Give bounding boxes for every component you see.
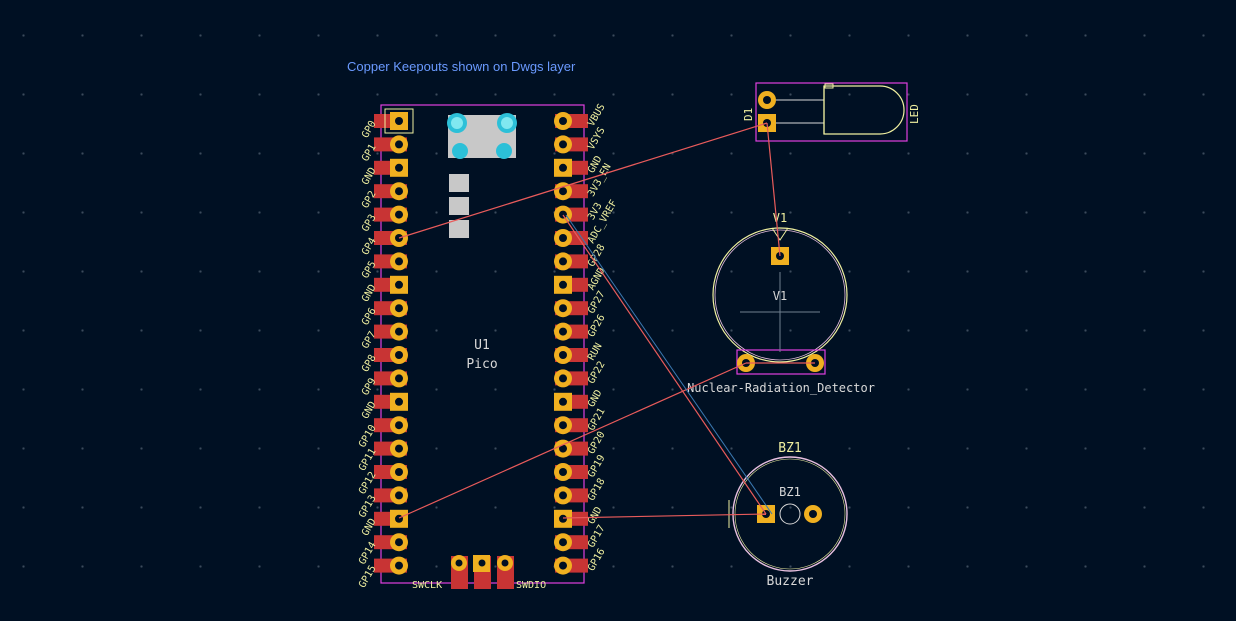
pico-pad-left-10[interactable] <box>374 322 408 341</box>
pico-pad-left-13[interactable] <box>374 392 408 411</box>
ratsnest-line <box>766 122 781 257</box>
pico-pad-right-8[interactable] <box>554 275 588 294</box>
pin1-marker <box>384 108 414 134</box>
pico-right-pin-labels: VBUSVSYSGND3V3_EN3V3ADC_VREFGP28AGNDGP27… <box>586 102 620 573</box>
detector-reference[interactable]: V1 <box>773 211 787 225</box>
pico-pad-left-16[interactable] <box>374 463 408 481</box>
pico-pad-right-14[interactable] <box>554 416 588 435</box>
usb-mounting-vias <box>447 113 517 159</box>
pico-pad-left-14[interactable] <box>374 416 408 435</box>
pico-pad-left-15[interactable] <box>374 439 408 458</box>
led-reference[interactable]: D1 <box>742 108 755 121</box>
pico-pad-right-10[interactable] <box>554 322 588 341</box>
pico-reference[interactable]: U1 <box>474 338 490 353</box>
pico-pad-left-2[interactable] <box>374 135 408 154</box>
swclk-label: SWCLK <box>412 580 442 591</box>
buzzer-reference[interactable]: BZ1 <box>778 441 801 456</box>
pico-right-pin-label: GP27 <box>586 289 608 315</box>
pico-pad-left-5[interactable] <box>374 205 408 224</box>
pico-pad-left-20[interactable] <box>374 556 408 575</box>
pico-pad-left-8[interactable] <box>374 275 408 294</box>
pico-pad-left-6[interactable] <box>374 229 408 247</box>
ratsnest-line <box>562 214 767 515</box>
ratsnest-line <box>398 122 768 239</box>
pico-pad-left-11[interactable] <box>374 346 408 364</box>
pico-right-pin-label: VBUS <box>586 102 608 128</box>
pico-pad-right-7[interactable] <box>554 252 588 271</box>
ratsnest-line <box>562 513 767 519</box>
detector-fab-reference[interactable]: V1 <box>773 289 787 303</box>
pico-value[interactable]: Pico <box>466 357 497 372</box>
pico-pad-left-17[interactable] <box>374 486 408 505</box>
pico-pad-right-16[interactable] <box>554 463 588 481</box>
copper-keepout-note[interactable]: Copper Keepouts shown on Dwgs layer <box>347 59 576 74</box>
pico-pad-left-18[interactable] <box>374 509 408 528</box>
pico-pad-left-12[interactable] <box>374 369 408 388</box>
ratsnest <box>398 122 815 519</box>
pico-pad-right-15[interactable] <box>554 439 588 458</box>
buzzer-fab-reference[interactable]: BZ1 <box>779 485 801 499</box>
pico-right-pin-label: GP21 <box>586 406 608 432</box>
pico-pad-right-3[interactable] <box>554 158 588 177</box>
pico-left-pin-label: GP15 <box>357 564 379 590</box>
pico-pad-left-3[interactable] <box>374 158 408 177</box>
pico-pad-left-19[interactable] <box>374 533 408 552</box>
ratsnest-line <box>398 362 747 519</box>
pico-right-pin-label: GP22 <box>586 360 608 386</box>
pico-right-pads[interactable] <box>554 112 588 575</box>
pico-pad-right-1[interactable] <box>554 112 588 130</box>
ratsnest-line-blue <box>565 214 773 515</box>
pico-pad-left-4[interactable] <box>374 182 408 201</box>
pico-pad-right-19[interactable] <box>554 533 588 552</box>
pico-pad-right-12[interactable] <box>554 369 588 388</box>
pico-right-pin-label: GP16 <box>586 547 608 573</box>
pico-left-pads[interactable] <box>374 108 414 575</box>
pico-right-pin-label: GP20 <box>586 430 608 456</box>
led-footprint[interactable] <box>755 82 908 142</box>
detector-value[interactable]: Nuclear-Radiation_Detector <box>687 381 875 395</box>
pico-right-pin-label: GP18 <box>586 477 608 503</box>
led-value[interactable]: LED <box>908 104 921 124</box>
pico-debug-pads[interactable] <box>451 555 514 589</box>
pico-right-pin-label: GP19 <box>586 453 608 479</box>
pico-pad-right-11[interactable] <box>554 346 588 364</box>
pico-right-pin-label: VSYS <box>586 126 608 152</box>
pico-right-pin-label: ADC_VREF <box>586 198 620 245</box>
pico-pad-right-18[interactable] <box>554 509 588 528</box>
pico-right-pin-label: GP17 <box>586 523 608 549</box>
pico-right-pin-label: GND <box>586 505 605 526</box>
pico-right-pin-label: GP26 <box>586 313 608 339</box>
pico-pad-right-20[interactable] <box>554 556 588 575</box>
pico-pad-right-4[interactable] <box>554 182 588 201</box>
pico-right-pin-label: GND <box>586 388 605 409</box>
swdio-label: SWDIO <box>516 580 546 591</box>
pico-pad-left-9[interactable] <box>374 299 408 318</box>
pico-pad-right-2[interactable] <box>554 135 588 154</box>
pico-pad-right-9[interactable] <box>554 299 588 318</box>
pico-pad-right-17[interactable] <box>554 486 588 505</box>
pico-pad-left-1[interactable] <box>374 112 408 130</box>
buzzer-value[interactable]: Buzzer <box>767 574 814 589</box>
pico-pad-right-5[interactable] <box>554 205 588 224</box>
pico-right-pin-label: RUN <box>586 341 605 362</box>
pico-pad-left-7[interactable] <box>374 252 408 271</box>
pico-pad-right-13[interactable] <box>554 392 588 411</box>
